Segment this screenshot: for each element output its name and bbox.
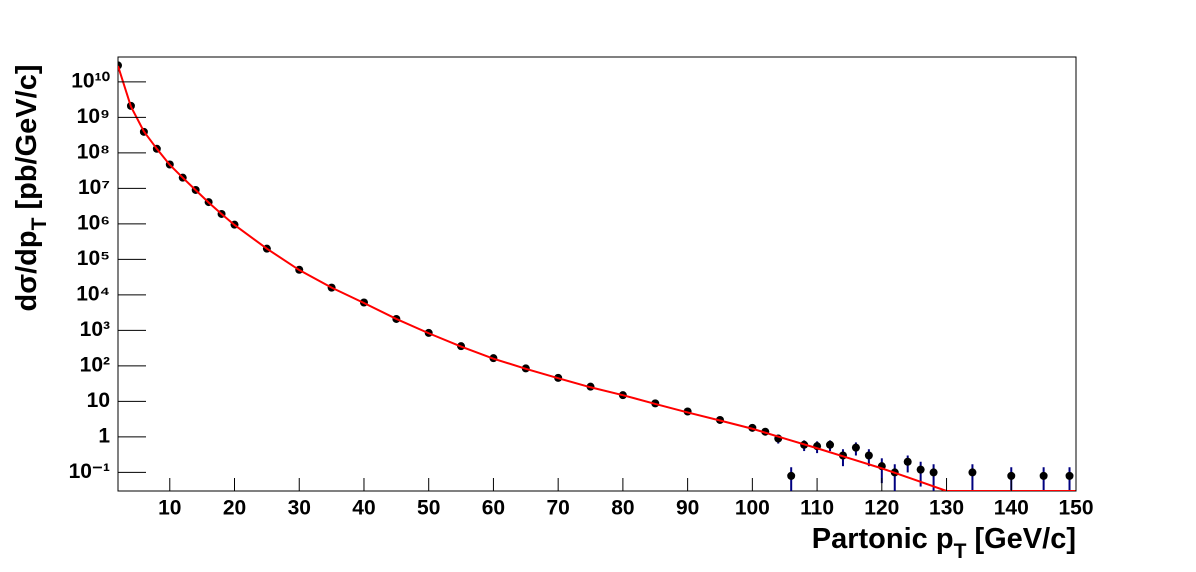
y-tick-label: 10⁵ — [77, 247, 110, 270]
x-tick-label: 150 — [1058, 497, 1093, 520]
x-tick-label: 90 — [676, 497, 699, 520]
data-point — [1065, 471, 1074, 480]
y-axis-title: dσ/dpT [pb/GeV/c] — [11, 65, 51, 312]
data-point — [1039, 471, 1048, 480]
x-tick-label: 20 — [223, 497, 246, 520]
data-point — [787, 471, 796, 480]
x-tick-label: 10 — [158, 497, 181, 520]
x-title-main: Partonic p — [812, 523, 954, 555]
x-tick-label: 100 — [735, 497, 770, 520]
x-axis-title: Partonic pT [GeV/c] — [812, 523, 1076, 563]
y-tick-label: 10² — [80, 353, 110, 376]
x-tick-label: 140 — [994, 497, 1029, 520]
y-tick-label: 10⁶ — [77, 211, 110, 234]
y-title-unit: [pb/GeV/c] — [11, 65, 43, 218]
data-point — [903, 457, 912, 466]
y-tick-label: 1 — [98, 424, 110, 447]
y-tick-label: 10 — [87, 389, 110, 412]
y-title-sub: T — [28, 217, 51, 230]
data-point — [916, 465, 925, 474]
plot-frame — [117, 56, 1077, 492]
y-tick-label: 10⁹ — [77, 105, 110, 128]
x-tick-label: 60 — [482, 497, 505, 520]
data-point — [851, 443, 860, 452]
x-tick-label: 30 — [288, 497, 311, 520]
fit-line — [118, 65, 1076, 491]
x-title-unit: [GeV/c] — [966, 523, 1076, 555]
data-point — [1007, 471, 1016, 480]
y-tick-label: 10⁴ — [76, 282, 110, 305]
y-tick-label: 10¹⁰ — [71, 69, 110, 92]
x-tick-label: 40 — [352, 497, 375, 520]
x-tick-label: 120 — [864, 497, 899, 520]
data-point — [968, 468, 977, 477]
x-tick-label: 50 — [417, 497, 440, 520]
data-point — [826, 440, 835, 449]
y-tick-label: 10⁻¹ — [69, 460, 110, 483]
x-tick-label: 130 — [929, 497, 964, 520]
x-tick-label: 70 — [546, 497, 569, 520]
data-point — [864, 451, 873, 460]
y-tick-label: 10⁸ — [77, 140, 110, 163]
plot-area — [118, 61, 1076, 491]
x-tick-label: 110 — [800, 497, 834, 520]
x-title-sub: T — [954, 540, 967, 563]
y-tick-label: 10⁷ — [78, 176, 110, 199]
y-title-main: dσ/dp — [11, 230, 43, 311]
data-point — [929, 468, 938, 477]
y-tick-label: 10³ — [80, 318, 110, 341]
x-tick-label: 80 — [611, 497, 634, 520]
